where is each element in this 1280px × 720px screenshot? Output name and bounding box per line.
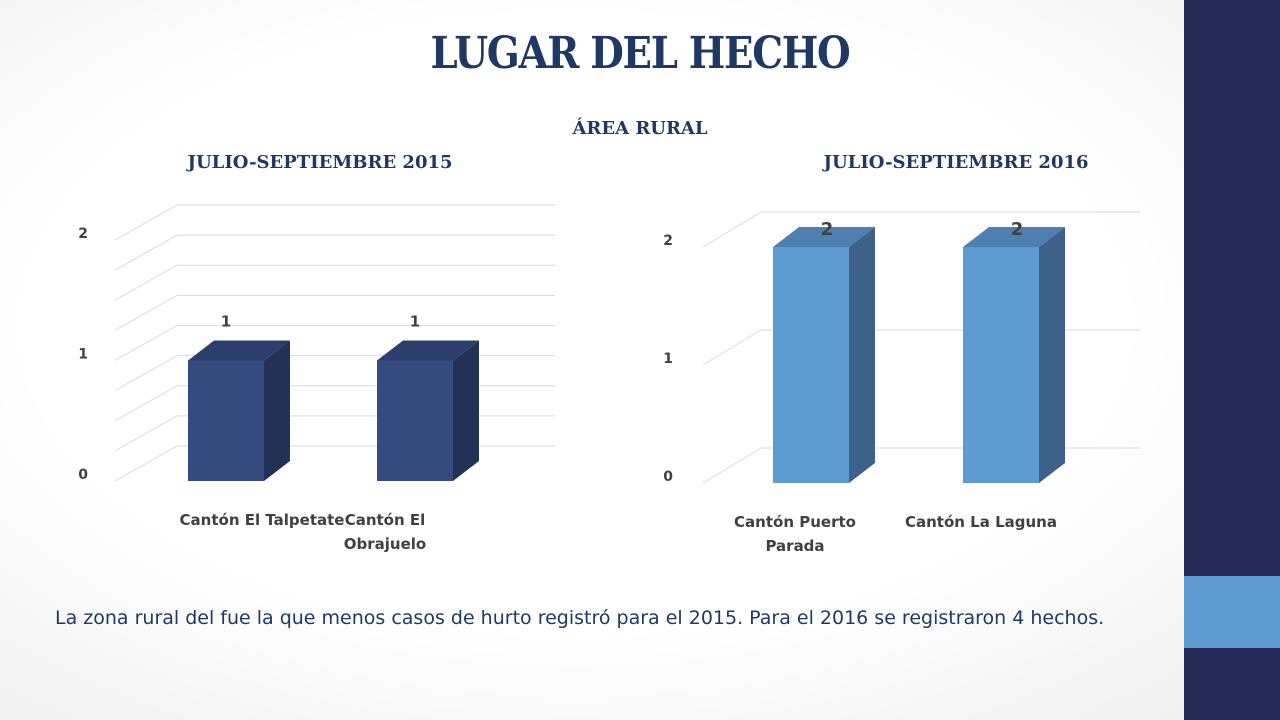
gridline-diagonal bbox=[114, 264, 178, 301]
gridline-diagonal bbox=[702, 447, 762, 484]
gridline-diagonal bbox=[114, 445, 178, 482]
gridline-diagonal bbox=[114, 415, 178, 452]
slide-subtitle: ÁREA RURAL bbox=[572, 118, 708, 139]
category-label: Cantón El Talpetate bbox=[180, 511, 345, 529]
data-label: 1 bbox=[410, 313, 420, 331]
bar-side bbox=[849, 227, 875, 483]
gridline-diagonal bbox=[114, 234, 178, 271]
y-tick-label: 2 bbox=[78, 226, 88, 242]
bar-side bbox=[1039, 227, 1065, 483]
bar bbox=[377, 340, 479, 481]
bar bbox=[963, 227, 1065, 483]
data-label: 1 bbox=[221, 313, 231, 331]
category-label: Obrajuelo bbox=[344, 535, 426, 553]
bar-front bbox=[773, 247, 849, 483]
category-label: Cantón La Laguna bbox=[905, 513, 1057, 531]
bar-side bbox=[453, 340, 479, 481]
slide-caption: La zona rural del fue la que menos casos… bbox=[55, 607, 1105, 629]
category-label: Cantón El bbox=[345, 511, 426, 529]
bar-front bbox=[377, 360, 453, 481]
bar-top bbox=[188, 340, 290, 361]
bar-top bbox=[773, 227, 875, 247]
chart-2015: 0 1 2 1 1 Cantón El Talpetate Cantón El Obrajue… bbox=[78, 204, 555, 553]
category-label: Parada bbox=[765, 537, 824, 555]
gridline-diagonal bbox=[114, 385, 178, 422]
gridline-diagonal bbox=[114, 325, 178, 361]
bar bbox=[773, 227, 875, 483]
bar-side bbox=[264, 340, 290, 481]
y-tick-label: 0 bbox=[78, 467, 88, 483]
y-tick-label: 2 bbox=[663, 233, 673, 249]
y-tick-label: 1 bbox=[78, 347, 88, 363]
gridline-diagonal bbox=[702, 329, 762, 366]
bar-front bbox=[188, 360, 264, 481]
category-label: Cantón Puerto bbox=[734, 513, 856, 531]
bar bbox=[188, 340, 290, 481]
bar-front bbox=[963, 247, 1039, 483]
gridline-diagonal bbox=[114, 355, 178, 392]
chart-title-2016: JULIO-SEPTIEMBRE 2016 bbox=[823, 152, 1089, 173]
data-label: 2 bbox=[821, 219, 834, 240]
y-tick-label: 0 bbox=[663, 469, 673, 485]
y-tick-label: 1 bbox=[663, 351, 673, 367]
bar-top bbox=[963, 227, 1065, 247]
chart-title-2015: JULIO-SEPTIEMBRE 2015 bbox=[187, 152, 453, 173]
gridline-diagonal bbox=[114, 294, 178, 331]
slide-title: LUGAR DEL HECHO bbox=[430, 28, 851, 79]
bar-top bbox=[377, 340, 479, 361]
gridline-diagonal bbox=[114, 204, 178, 241]
chart-2016: 0 1 2 2 2 Cantón Puerto Parada Cantón La Laguna bbox=[663, 211, 1140, 555]
sidebar-accent bbox=[1184, 576, 1280, 648]
gridline-diagonal bbox=[702, 211, 762, 248]
data-label: 2 bbox=[1011, 219, 1024, 240]
sidebar-decoration bbox=[1184, 0, 1280, 720]
